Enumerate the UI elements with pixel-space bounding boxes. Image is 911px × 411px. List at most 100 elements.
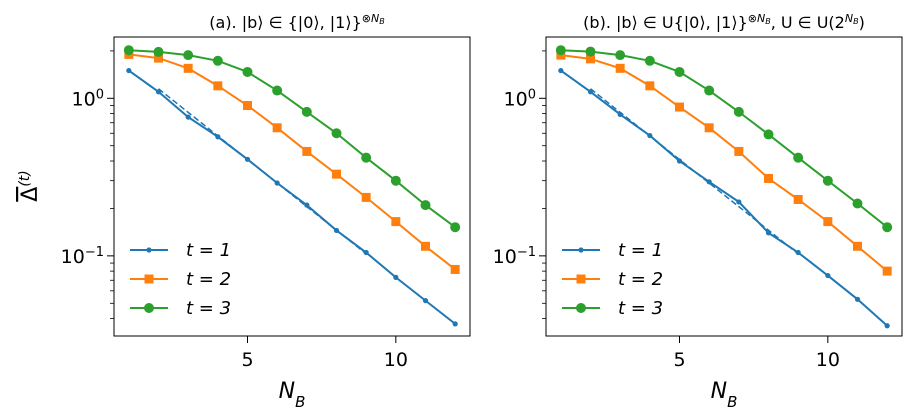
data-point — [183, 63, 193, 73]
legend-label: t = 3 — [618, 298, 663, 319]
data-point — [450, 222, 461, 233]
data-point — [704, 85, 715, 96]
data-point — [882, 266, 892, 276]
data-point — [331, 128, 342, 139]
data-point — [704, 123, 714, 133]
data-point — [422, 298, 429, 304]
data-point — [795, 249, 801, 256]
y-minor-ticks — [542, 50, 546, 319]
legend-marker — [144, 303, 154, 313]
x-axis-label: NB — [711, 379, 738, 411]
data-point — [615, 63, 625, 73]
data-point — [587, 89, 594, 95]
data-point — [558, 67, 564, 74]
x-axis-label: NB — [279, 379, 306, 411]
data-point — [185, 114, 191, 120]
legend-marker — [144, 274, 154, 284]
data-point — [153, 46, 164, 57]
data-point — [882, 222, 893, 233]
legend-marker — [578, 247, 584, 253]
series-1 — [558, 67, 890, 329]
data-point — [301, 106, 312, 117]
legend: t = 1 t = 2 t = 3 — [130, 240, 231, 319]
legend: t = 1 t = 2 t = 3 — [562, 240, 663, 319]
data-point — [644, 55, 655, 66]
series-3 — [123, 45, 461, 233]
axes-frame — [545, 36, 903, 337]
series-2 — [556, 50, 892, 276]
data-point — [242, 66, 253, 77]
data-point — [884, 323, 890, 329]
series-2 — [124, 49, 460, 274]
data-point — [675, 102, 684, 112]
data-point — [793, 194, 803, 204]
data-point — [733, 106, 744, 117]
x-tick-label: 5 — [241, 349, 253, 371]
data-point — [825, 272, 831, 279]
data-point — [126, 67, 132, 74]
series-line — [560, 69, 888, 327]
legend-marker — [576, 303, 586, 313]
data-point — [391, 217, 401, 227]
chart-title: (b). |b⟩ ∈ U{|0⟩, |1⟩}⊗NB, U ∈ U(2NB) — [583, 12, 865, 33]
data-point — [215, 134, 221, 140]
data-point — [390, 175, 401, 186]
data-point — [212, 55, 223, 66]
data-point — [615, 50, 626, 61]
data-point — [363, 249, 369, 256]
x-tick-label: 5 — [673, 349, 685, 371]
data-point — [244, 156, 251, 162]
data-point — [555, 45, 566, 56]
data-point — [361, 152, 372, 163]
data-point — [304, 202, 310, 208]
data-point — [154, 53, 163, 63]
data-point — [736, 199, 742, 205]
data-point — [450, 264, 460, 274]
data-point — [676, 158, 683, 164]
data-point — [823, 217, 833, 227]
y-axis-label: Δ(t) — [17, 170, 43, 201]
data-point — [854, 296, 861, 302]
data-point — [764, 173, 773, 183]
x-tick-label: 10 — [384, 349, 408, 371]
x-tick-label: 10 — [816, 349, 840, 371]
data-point — [155, 89, 162, 95]
data-point — [452, 321, 458, 327]
data-point — [645, 81, 655, 91]
data-point — [763, 129, 774, 140]
y-tick-label: 10−1 — [493, 244, 536, 268]
panel-b: 10−1 100 5 10 NB t = 1 t = 2 t = 3 — [493, 36, 903, 411]
data-point — [585, 46, 596, 57]
data-point — [332, 169, 341, 179]
data-point — [243, 101, 252, 111]
legend-label: t = 1 — [186, 240, 231, 261]
data-point — [421, 241, 430, 251]
legend-label: t = 1 — [618, 240, 663, 261]
series-line — [560, 54, 888, 272]
y-tick-label: 100 — [72, 87, 104, 111]
series-line — [128, 53, 456, 271]
data-point — [420, 200, 431, 211]
legend-marker — [146, 247, 152, 253]
data-point — [765, 230, 772, 236]
data-point — [274, 180, 280, 186]
data-point — [674, 66, 685, 77]
y-tick-label: 100 — [504, 87, 536, 111]
data-point — [333, 227, 340, 234]
legend-label: t = 2 — [618, 269, 663, 290]
data-point — [213, 81, 223, 91]
data-point — [647, 132, 653, 139]
data-point — [183, 50, 194, 61]
legend-label: t = 3 — [186, 298, 231, 319]
series-1 — [126, 67, 458, 327]
data-point — [272, 123, 282, 133]
data-point — [706, 179, 712, 185]
data-point — [361, 192, 371, 202]
data-point — [793, 152, 804, 163]
y-tick-label: 10−1 — [61, 244, 104, 268]
data-point — [272, 85, 283, 96]
legend-label: t = 2 — [186, 269, 231, 290]
data-point — [123, 45, 134, 56]
data-point — [853, 241, 862, 251]
